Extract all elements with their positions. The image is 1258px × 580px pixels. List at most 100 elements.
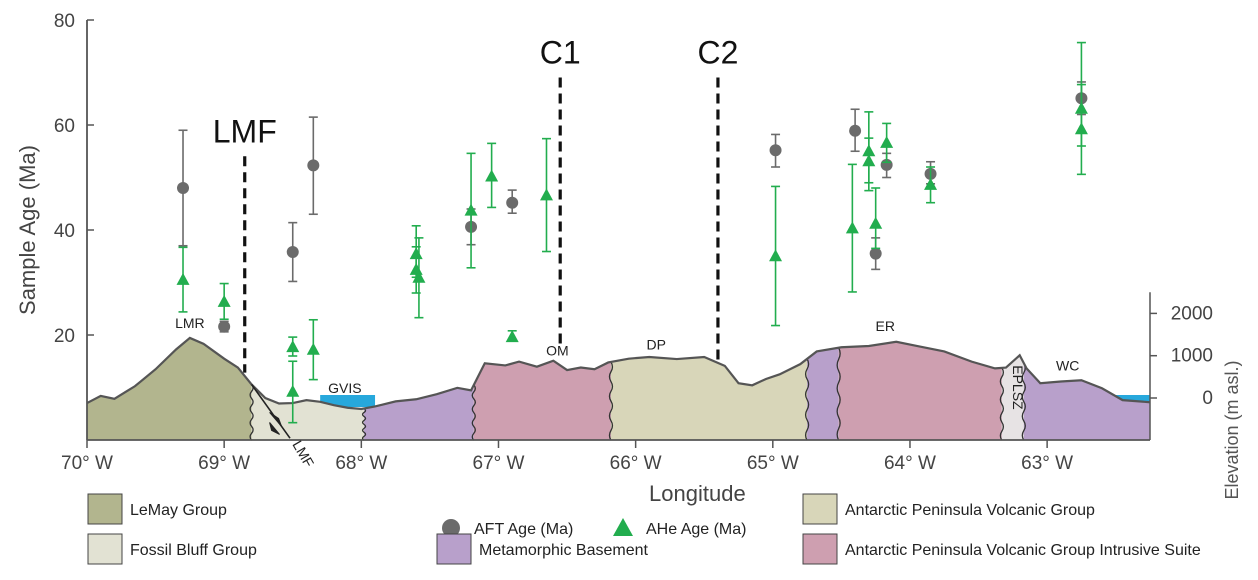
ahe-marker [286,384,300,397]
unit-fossil-bluff-group-1 [251,384,365,441]
ahe-marker [176,272,190,285]
unit-contact-0 [249,384,254,441]
ahe-point-16 [869,187,883,250]
aft-point-1 [218,320,231,333]
y2-tick-label-0: 0 [1202,388,1213,409]
ahe-marker [306,342,320,355]
legend-label: AHe Age (Ma) [646,521,746,538]
ahe-point-20 [1074,83,1088,176]
ahe-marker [217,294,231,307]
x-tick-label-1: 69° W [198,453,250,474]
legend: LeMay Group Fossil Bluff Group AFT Age (Ma… [87,493,1201,565]
unit-contact-7 [1021,362,1026,441]
y2-tick-label-2000: 2000 [1171,303,1213,324]
ahe-point-9 [485,142,499,209]
ahe-point-2 [286,336,300,357]
unit-contact-4 [804,358,810,441]
aft-marker [849,124,862,137]
legend-label: Fossil Bluff Group [130,542,257,559]
legend-swatch [802,493,838,525]
y-tick-label-20: 20 [54,326,75,347]
aft-point-5 [506,189,519,214]
unit-contact-6 [999,367,1005,441]
ahe-point-10 [505,329,519,343]
unit-metamorphic-basement-5 [807,347,839,441]
unit-contact-1 [361,407,367,441]
ahe-marker [862,154,876,167]
y-axis-title: Sample Age (Ma) [15,145,40,315]
aft-marker [177,182,190,194]
aft-marker [218,320,231,333]
x-tick-label-6: 64° W [884,453,936,474]
ahe-point-15 [862,137,876,184]
unit-antarctic-peninsula-volcanic-group-intrusive-suite-6 [838,341,1002,441]
legend-item-ahe-age-ma: AHe Age (Ma) [613,518,746,538]
aft-marker [869,247,882,260]
feature-label-eplsz: EPLSZ [1010,365,1026,410]
ahe-marker [409,262,423,275]
ahe-marker [880,135,894,148]
legend-swatch [87,533,123,565]
ahe-marker [464,203,478,216]
chart-axes: 20 40 60 80 70° W 69° W 68° W 67° W 66° W 65° W 64… [15,11,1242,506]
fault-lines: LMF C1 C2 LMF [213,35,739,470]
ahe-point-8 [464,152,478,269]
x-tick-label-5: 65° W [747,453,799,474]
ahe-point-6 [409,246,423,294]
legend-label: LeMay Group [130,502,227,519]
ahe-point-17 [880,122,894,164]
ahe-marker [1074,122,1088,135]
legend-item-metamorphic-basement: Metamorphic Basement [436,533,649,565]
ahe-marker [539,188,553,201]
ahe-point-1 [217,282,231,321]
unit-antarctic-peninsula-volcanic-group-intrusive-suite-3 [473,360,611,441]
ahe-point-3 [286,360,300,424]
aft-marker [307,159,320,172]
legend-triangle-marker [613,518,633,536]
legend-swatch [436,533,472,565]
ahe-marker [924,177,938,190]
legend-item-antarctic-peninsula-volcanic-group-intrusive-suite: Antarctic Peninsula Volcanic Group Intru… [802,533,1201,565]
legend-label: AFT Age (Ma) [474,521,573,538]
feature-label-gvis: GVIS [328,380,361,396]
aft-marker [769,144,782,157]
legend-label: Antarctic Peninsula Volcanic Group [845,502,1095,519]
ahe-marker [412,270,426,283]
fault-arrow-lower [269,422,280,435]
unit-antarctic-peninsula-volcanic-group-7 [1001,355,1024,441]
aft-point-0 [177,129,190,247]
fault-label-c1: C1 [540,35,581,71]
aft-marker [286,246,299,259]
fault-trace-label: LMF [289,438,317,470]
legend-label: Antarctic Peninsula Volcanic Group Intru… [845,542,1201,559]
x-tick-label-3: 67° W [473,453,525,474]
ahe-marker [505,330,519,343]
legend-swatch [802,533,838,565]
fault-arrow-upper [269,412,283,427]
legend-item-fossil-bluff-group: Fossil Bluff Group [87,533,257,565]
ahe-marker [845,221,859,234]
unit-lemay-group-0 [87,337,252,441]
legend-item-antarctic-peninsula-volcanic-group: Antarctic Peninsula Volcanic Group [802,493,1095,525]
unit-contact-3 [608,361,614,441]
ahe-marker [769,249,783,262]
feature-label-lmr: LMR [175,315,205,331]
ahe-marker [485,169,499,182]
age-data-points [176,41,1088,424]
x-axis-title: Longitude [649,481,746,506]
water-body-0 [320,395,376,407]
x-tick-label-2: 68° W [335,453,387,474]
aft-point-2 [286,221,299,283]
feature-label-er: ER [876,318,895,334]
legend-circle-marker [442,519,460,537]
aft-point-7 [849,108,862,153]
fault-label-c2: C2 [697,35,738,71]
ahe-point-7 [412,237,426,319]
ahe-marker [869,216,883,229]
x-tick-label-7: 63° W [1021,453,1073,474]
unit-metamorphic-basement-2 [364,384,474,441]
feature-label-om: OM [546,343,569,359]
legend-label: Metamorphic Basement [479,542,649,559]
x-tick-label-4: 66° W [610,453,662,474]
ahe-point-11 [539,137,553,253]
